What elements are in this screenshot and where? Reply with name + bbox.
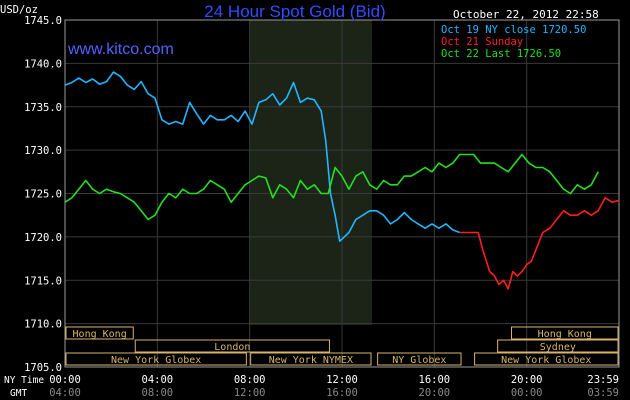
- y-tick-label: 1735.0: [24, 102, 62, 114]
- axis-layer: 1745.0 1740.0 1735.0 1730.0 1725.0 1720.0 1715…: [24, 15, 619, 399]
- nymex-shade-region: [249, 20, 373, 325]
- session-label: New York Globex: [111, 355, 201, 366]
- y-tick-label: 1730.0: [24, 145, 62, 157]
- x-tick-label-ny: 23:59: [587, 374, 619, 386]
- session-box: [250, 352, 372, 366]
- legend-item-oct19: Oct 19 NY close 1720.50: [441, 24, 586, 36]
- session-box: [377, 352, 462, 366]
- session-label: London: [214, 342, 250, 353]
- session-label: Sydney: [540, 342, 576, 353]
- x-tick-label-ny: 16:00: [419, 374, 451, 386]
- chart-timestamp: October 22, 2012 22:58: [453, 8, 599, 21]
- session-label: Hong Kong: [73, 329, 127, 340]
- session-box: [65, 326, 134, 340]
- nymex-shade-layer: [249, 20, 373, 325]
- y-tick-label: 1705.0: [24, 362, 62, 374]
- session-label: New York NYMEX: [269, 355, 353, 366]
- x-tick-label-ny: 04:00: [142, 374, 174, 386]
- session-box: [511, 326, 619, 340]
- plot-frame: [64, 19, 620, 368]
- y-tick-label: 1710.0: [24, 319, 62, 331]
- kitco-watermark: www.kitco.com: [67, 41, 174, 58]
- legend-item-oct22: Oct 22 Last 1726.50: [441, 48, 561, 60]
- series-layer: [64, 71, 620, 290]
- session-box: [134, 339, 330, 353]
- y-tick-label: 1715.0: [24, 275, 62, 287]
- x-tick-label-gmt: 16:00: [326, 387, 358, 399]
- x-tick-label-gmt: 03:59: [587, 387, 619, 399]
- x-tick-label-ny: 08:00: [234, 374, 266, 386]
- session-label: New York Globex: [501, 355, 591, 366]
- x-tick-label-ny: 20:00: [511, 374, 543, 386]
- trading-sessions-layer: Hong Kong Hong Kong London Sydney New York G…: [65, 326, 619, 366]
- session-label: NY Globex: [392, 355, 446, 366]
- y-tick-label: 1745.0: [24, 15, 62, 27]
- x-tick-label-gmt: 12:00: [234, 387, 266, 399]
- x-tick-label-gmt: 00:00: [511, 387, 543, 399]
- session-box: [497, 339, 619, 353]
- y-tick-label: 1740.0: [24, 58, 62, 70]
- series-line: [64, 71, 460, 242]
- x-axis-ny-time-label: NY Time: [4, 375, 44, 386]
- y-tick-label: 1720.0: [24, 232, 62, 244]
- series-line: [64, 153, 599, 221]
- x-axis-gmt-label: GMT: [10, 388, 27, 399]
- legend: Oct 19 NY close 1720.50 Oct 21 Sunday Oc…: [441, 24, 586, 60]
- legend-item-oct21: Oct 21 Sunday: [441, 36, 523, 48]
- session-box: [474, 352, 619, 366]
- y-axis-unit-label: USD/oz: [0, 4, 38, 16]
- session-label: Hong Kong: [538, 329, 592, 340]
- x-tick-label-gmt: 04:00: [49, 387, 81, 399]
- series-line: [459, 197, 620, 290]
- chart-title: 24 Hour Spot Gold (Bid): [204, 2, 385, 21]
- x-tick-label-gmt: 08:00: [142, 387, 174, 399]
- x-tick-label-ny: 00:00: [49, 374, 81, 386]
- session-box: [65, 352, 247, 366]
- x-tick-label-gmt: 20:00: [419, 387, 451, 399]
- y-tick-label: 1725.0: [24, 189, 62, 201]
- x-tick-label-ny: 12:00: [326, 374, 358, 386]
